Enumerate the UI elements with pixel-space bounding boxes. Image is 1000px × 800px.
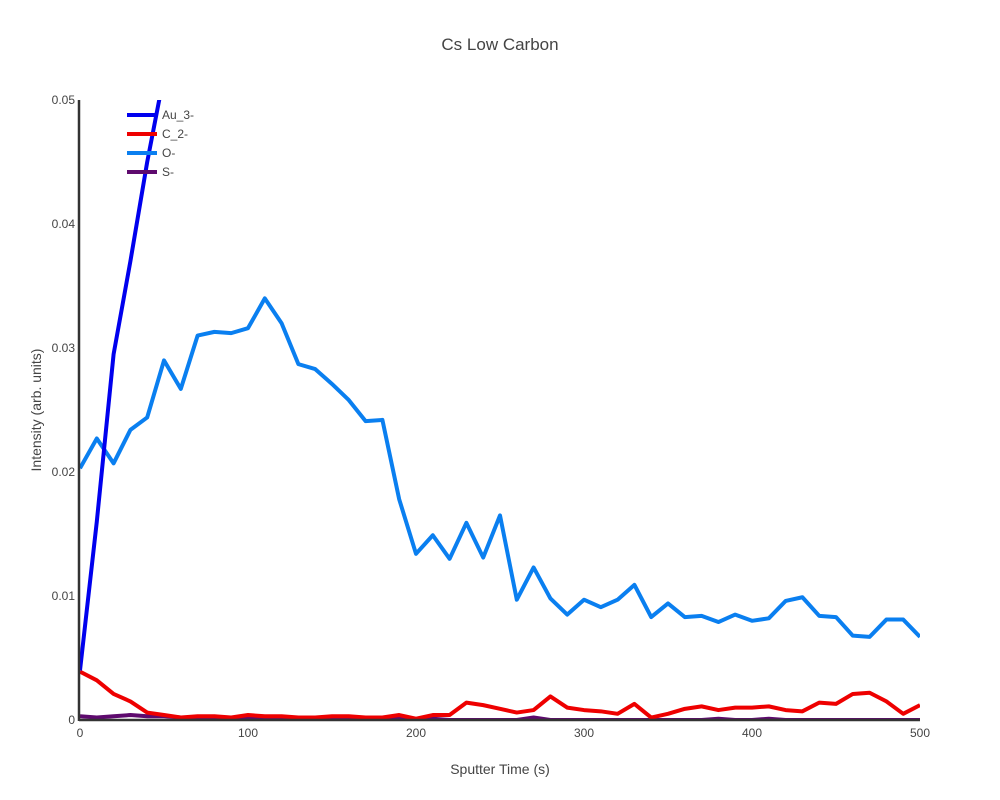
- legend: Au_3- C_2- O- S-: [127, 108, 194, 179]
- y-tick-label: 0: [68, 713, 75, 727]
- series-line-o: [80, 296, 920, 639]
- x-axis-ticks: 0 100 200 300 400 500: [77, 726, 931, 740]
- x-tick-label: 100: [238, 726, 258, 740]
- series-line-c-2: [80, 669, 920, 720]
- legend-label-s: S-: [162, 165, 174, 179]
- y-tick-label: 0.02: [52, 465, 76, 479]
- y-axis-label: Intensity (arb. units): [28, 349, 44, 472]
- legend-label-au-3: Au_3-: [162, 108, 194, 122]
- chart-title: Cs Low Carbon: [441, 35, 558, 54]
- legend-label-c-2: C_2-: [162, 127, 188, 141]
- x-tick-label: 200: [406, 726, 426, 740]
- x-tick-label: 300: [574, 726, 594, 740]
- y-tick-label: 0.04: [52, 217, 76, 231]
- y-tick-label: 0.01: [52, 589, 76, 603]
- series-line-au-3: [80, 100, 162, 671]
- x-tick-label: 500: [910, 726, 930, 740]
- x-axis-label: Sputter Time (s): [450, 761, 550, 777]
- y-axis-ticks: 0 0.01 0.02 0.03 0.04 0.05: [52, 93, 76, 727]
- y-tick-label: 0.05: [52, 93, 76, 107]
- series-layer: [80, 100, 920, 720]
- x-tick-label: 0: [77, 726, 84, 740]
- legend-label-o: O-: [162, 146, 175, 160]
- x-tick-label: 400: [742, 726, 762, 740]
- y-tick-label: 0.03: [52, 341, 76, 355]
